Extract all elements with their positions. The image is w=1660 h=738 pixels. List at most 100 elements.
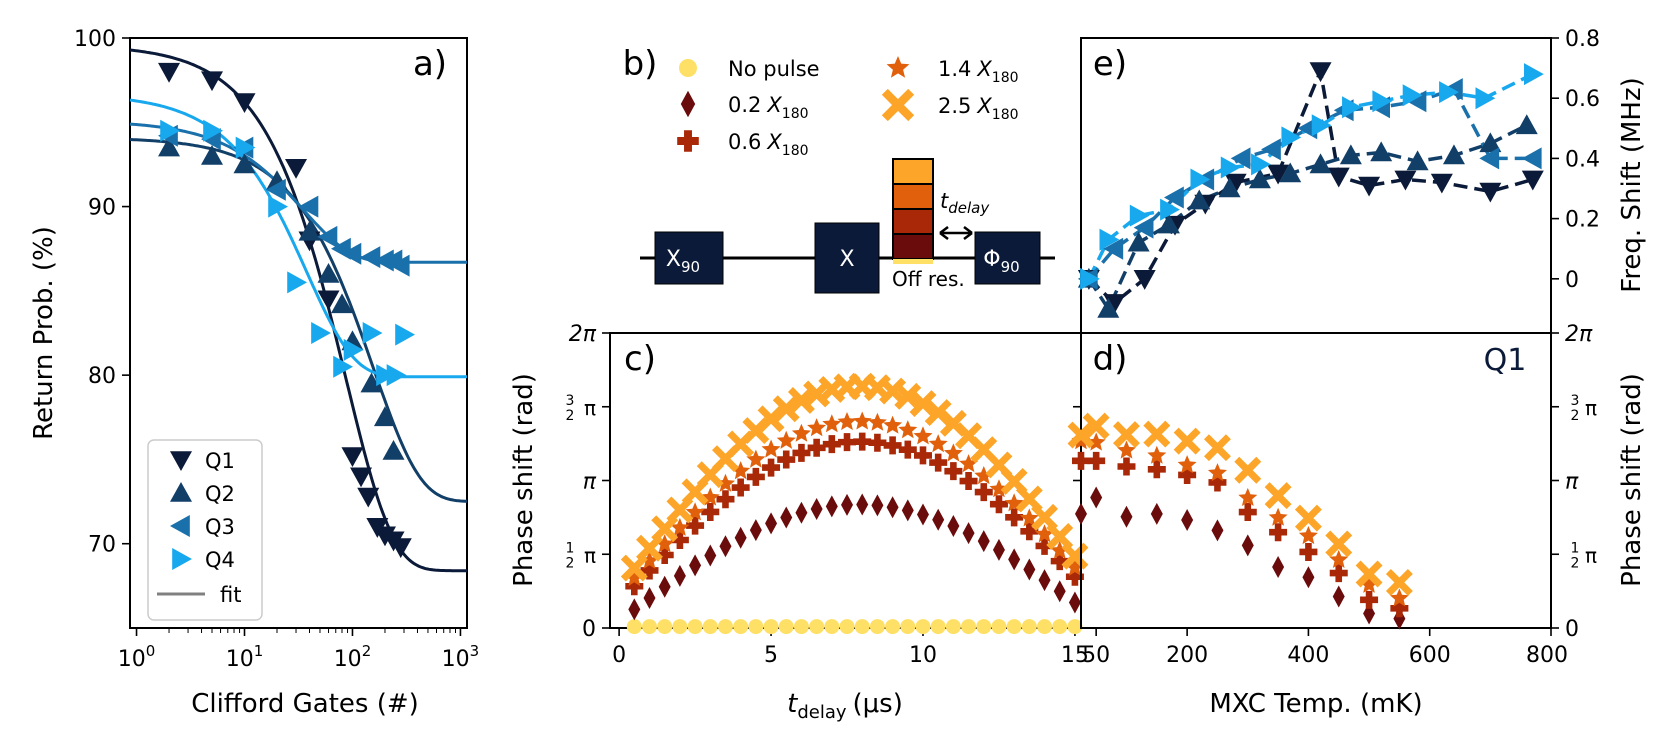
point-series-0 [733, 619, 749, 635]
point-series-0 [1332, 585, 1345, 608]
point-series-0 [976, 619, 992, 635]
point-series-1 [780, 506, 793, 529]
y-tick-label-num: 1 [1571, 540, 1580, 556]
point-q1 [1267, 164, 1290, 185]
point-series-3 [1019, 508, 1039, 527]
panel-d-data-points [1067, 412, 1413, 630]
point-q4 [160, 119, 181, 142]
y-tick-label-den: 2 [1571, 555, 1580, 571]
point-q2 [1442, 144, 1465, 165]
point-series-3 [928, 434, 948, 453]
x-tick-label: 50 [1082, 643, 1110, 668]
point-q1 [341, 447, 364, 468]
point-series-2 [868, 433, 887, 452]
legend-label-q2: Q2 [205, 482, 235, 506]
y-tick-label: 100 [74, 27, 116, 52]
point-series-0 [748, 619, 764, 635]
point-series-4 [1015, 485, 1043, 513]
gate-x90 [654, 231, 724, 285]
legend-label-x: X [976, 57, 992, 81]
legend-label-main: 0.2 [728, 93, 761, 117]
point-q3 [1103, 237, 1124, 260]
point-series-2 [1020, 522, 1039, 541]
panel-c-ylabel: Phase shift (rad) [509, 373, 539, 587]
point-q4 [1251, 153, 1271, 176]
point-q3 [389, 254, 410, 277]
gate-phi90 [974, 231, 1041, 285]
point-q4 [1402, 84, 1423, 107]
x-tick-label: 0 [612, 643, 626, 668]
point-series-3 [822, 414, 842, 433]
point-series-1 [810, 498, 823, 521]
point-series-3 [731, 461, 751, 480]
legend-marker-3 [886, 56, 910, 78]
point-series-3 [974, 466, 994, 485]
point-series-4 [636, 534, 663, 562]
point-series-0 [1181, 509, 1194, 532]
panel-a-axes-frame [129, 37, 468, 629]
point-series-4 [651, 515, 679, 543]
point-series-3 [852, 411, 872, 430]
point-q4 [333, 355, 354, 378]
panel-e-data-points [1077, 62, 1544, 318]
point-q3 [1133, 216, 1154, 239]
y-tick-label-den: 2 [566, 408, 575, 424]
point-series-1 [992, 538, 1005, 561]
point-series-0 [1120, 505, 1133, 528]
y-tick-label-pi: π [1585, 396, 1597, 420]
x-tick-label: 800 [1526, 643, 1568, 668]
point-series-1 [947, 514, 960, 537]
point-series-2 [1359, 574, 1379, 593]
x-tick-label: 600 [1409, 643, 1451, 668]
point-q4 [376, 364, 396, 387]
point-series-1 [916, 503, 929, 526]
legend-label-sub: 180 [992, 70, 1019, 86]
point-series-4 [1046, 523, 1074, 550]
point-series-1 [1008, 548, 1021, 571]
point-q2 [1248, 168, 1271, 189]
point-series-1 [901, 499, 914, 522]
panel-d-axes-frame [1080, 332, 1552, 629]
point-q4 [1099, 228, 1120, 251]
point-series-1 [689, 554, 702, 577]
point-series-4 [757, 405, 785, 433]
point-q2 [1479, 132, 1502, 153]
point-series-2 [716, 490, 735, 509]
panel-e-ylabel: Freq. Shift (MHz) [1617, 77, 1647, 293]
y-tick-label-num: 3 [1571, 393, 1580, 409]
point-series-3 [791, 423, 811, 442]
point-series-1 [871, 494, 884, 517]
point-series-3 [1294, 504, 1322, 532]
x-tick-label: 200 [1166, 643, 1208, 668]
y-tick-label: 90 [88, 196, 116, 221]
point-series-1 [932, 508, 945, 531]
point-series-3 [1035, 524, 1054, 543]
legend-label-main: 1.4 [938, 57, 971, 81]
x-tick-exponent: 2 [362, 642, 372, 660]
point-q4 [1281, 126, 1302, 149]
point-series-2 [898, 440, 917, 459]
pulse-stack-0 [892, 158, 934, 185]
point-series-2 [686, 516, 705, 535]
panel-c-xlabel: tdelay (μs) [787, 689, 903, 723]
point-q2 [1309, 153, 1332, 174]
point-series-0 [1067, 619, 1083, 635]
point-q3 [298, 195, 319, 218]
point-series-0 [1241, 534, 1254, 557]
point-series-0 [1272, 555, 1285, 578]
point-series-0 [1021, 619, 1037, 635]
point-q1 [1309, 62, 1332, 83]
series-line-q1 [1087, 64, 1534, 306]
delay-label-sub: delay [948, 199, 990, 217]
legend-box [147, 439, 263, 621]
point-series-3 [1065, 557, 1085, 576]
point-series-3 [640, 550, 659, 569]
point-series-2 [913, 446, 932, 465]
point-q2 [1097, 297, 1120, 318]
x-tick-label: 103 [442, 642, 480, 672]
point-series-2 [1389, 588, 1409, 607]
